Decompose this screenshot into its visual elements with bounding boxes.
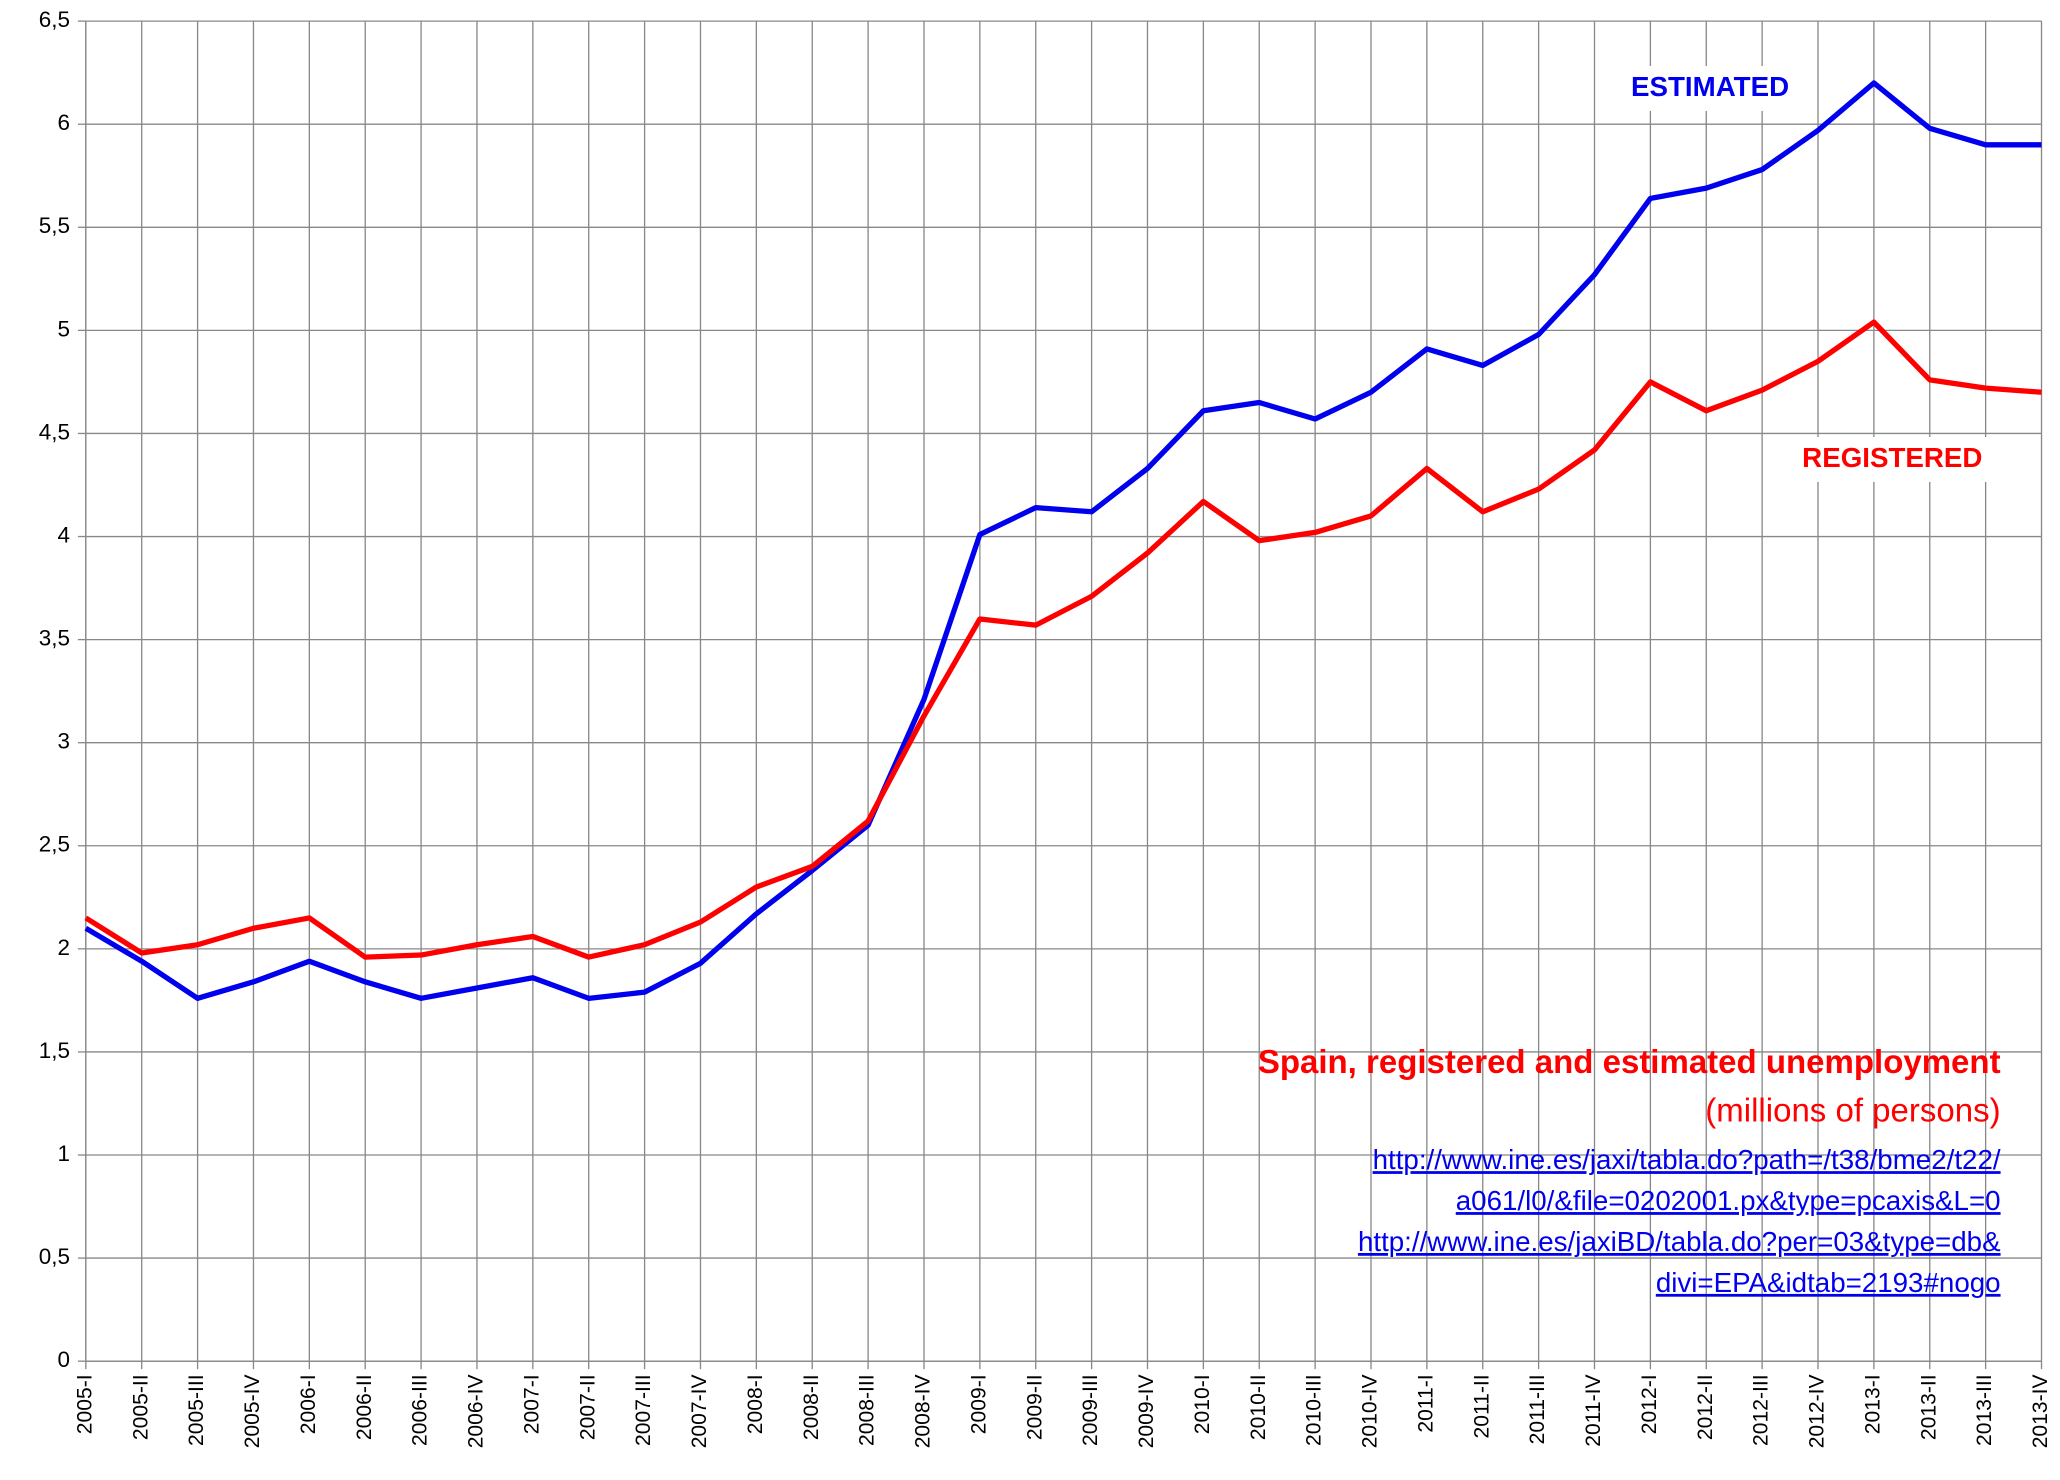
x-tick-label: 2007-III bbox=[632, 1374, 655, 1446]
series-label-bg bbox=[1604, 66, 1816, 111]
x-tick-label: 2011-III bbox=[1526, 1374, 1549, 1444]
x-tick-label: 2005-IV bbox=[241, 1374, 264, 1448]
x-tick-label: 2010-III bbox=[1303, 1374, 1326, 1446]
x-tick-label: 2008-II bbox=[800, 1374, 823, 1440]
x-tick-label: 2009-IV bbox=[1135, 1374, 1158, 1448]
y-tick-label: 0 bbox=[58, 1347, 70, 1372]
x-tick-label: 2010-II bbox=[1247, 1374, 1270, 1440]
x-tick-label: 2007-I bbox=[520, 1374, 543, 1434]
x-tick-label: 2007-IV bbox=[688, 1374, 711, 1448]
x-tick-label: 2011-IV bbox=[1582, 1374, 1605, 1446]
x-tick-label: 2008-I bbox=[744, 1374, 767, 1434]
series-label: ESTIMATED bbox=[1631, 71, 1789, 102]
y-tick-label: 6 bbox=[58, 110, 70, 135]
series-label: REGISTERED bbox=[1802, 442, 1982, 473]
series-line bbox=[84, 319, 2042, 960]
x-tick-label: 2007-II bbox=[576, 1374, 599, 1440]
x-tick-label: 2006-IV bbox=[465, 1374, 488, 1448]
x-tick-label: 2012-IV bbox=[1806, 1374, 1829, 1448]
x-tick-label: 2005-II bbox=[129, 1374, 152, 1440]
source-link[interactable]: a061/l0/&file=0202001.px&type=pcaxis&L=0 bbox=[1456, 1185, 2001, 1216]
y-tick-label: 5 bbox=[58, 316, 70, 341]
y-tick-label: 4 bbox=[58, 522, 70, 547]
y-tick-label: 3 bbox=[58, 729, 70, 754]
y-tick-label: 2 bbox=[58, 935, 70, 960]
source-link[interactable]: http://www.ine.es/jaxiBD/tabla.do?per=03… bbox=[1358, 1226, 2001, 1257]
x-tick-label: 2011-II bbox=[1470, 1374, 1493, 1438]
y-tick-label: 0,5 bbox=[39, 1244, 70, 1269]
series-line bbox=[84, 80, 2042, 1001]
x-tick-label: 2012-I bbox=[1638, 1374, 1661, 1434]
y-tick-label: 6,5 bbox=[39, 7, 70, 32]
chart-title: Spain, registered and estimated unemploy… bbox=[1258, 1043, 2001, 1080]
x-tick-label: 2013-I bbox=[1861, 1374, 1884, 1434]
y-tick-label: 1 bbox=[58, 1141, 70, 1166]
x-tick-label: 2013-IV bbox=[2029, 1374, 2052, 1448]
x-tick-label: 2012-III bbox=[1750, 1374, 1773, 1446]
y-tick-label: 5,5 bbox=[39, 213, 70, 238]
y-tick-label: 2,5 bbox=[39, 832, 70, 857]
x-tick-label: 2005-III bbox=[185, 1374, 208, 1446]
x-tick-label: 2013-II bbox=[1917, 1374, 1940, 1440]
series-label-bg bbox=[1780, 437, 2005, 482]
x-tick-label: 2009-I bbox=[967, 1374, 990, 1434]
x-tick-label: 2005-I bbox=[73, 1374, 96, 1434]
lines bbox=[84, 80, 2042, 1001]
labels: 0 0,5 1 1,5 2 2,5 3 3,5 4 4,5 5 5,5 6 6,5 2005-I 2005-I… bbox=[39, 7, 2052, 1448]
x-tick-label: 2009-II bbox=[1023, 1374, 1046, 1440]
chart-subtitle: (millions of persons) bbox=[1705, 1092, 2000, 1129]
x-tick-label: 2010-IV bbox=[1359, 1374, 1382, 1448]
x-tick-label: 2010-I bbox=[1191, 1374, 1214, 1434]
x-tick-label: 2008-III bbox=[856, 1374, 879, 1446]
source-link[interactable]: http://www.ine.es/jaxi/tabla.do?path=/t3… bbox=[1373, 1144, 2001, 1175]
x-tick-label: 2006-I bbox=[297, 1374, 320, 1434]
x-tick-label: 2013-III bbox=[1973, 1374, 1996, 1446]
grid bbox=[77, 20, 2043, 1370]
x-tick-label: 2006-III bbox=[409, 1374, 432, 1446]
source-link[interactable]: divi=EPA&idtab=2193#nogo bbox=[1656, 1267, 2001, 1298]
x-tick-label: 2009-III bbox=[1079, 1374, 1102, 1446]
y-tick-label: 3,5 bbox=[39, 626, 70, 651]
x-tick-label: 2012-II bbox=[1694, 1374, 1717, 1440]
x-tick-label: 2008-IV bbox=[912, 1374, 935, 1448]
x-tick-label: 2006-II bbox=[353, 1374, 376, 1440]
x-tick-label: 2011-I bbox=[1414, 1374, 1437, 1432]
y-tick-label: 1,5 bbox=[39, 1038, 70, 1063]
y-tick-label: 4,5 bbox=[39, 419, 70, 444]
